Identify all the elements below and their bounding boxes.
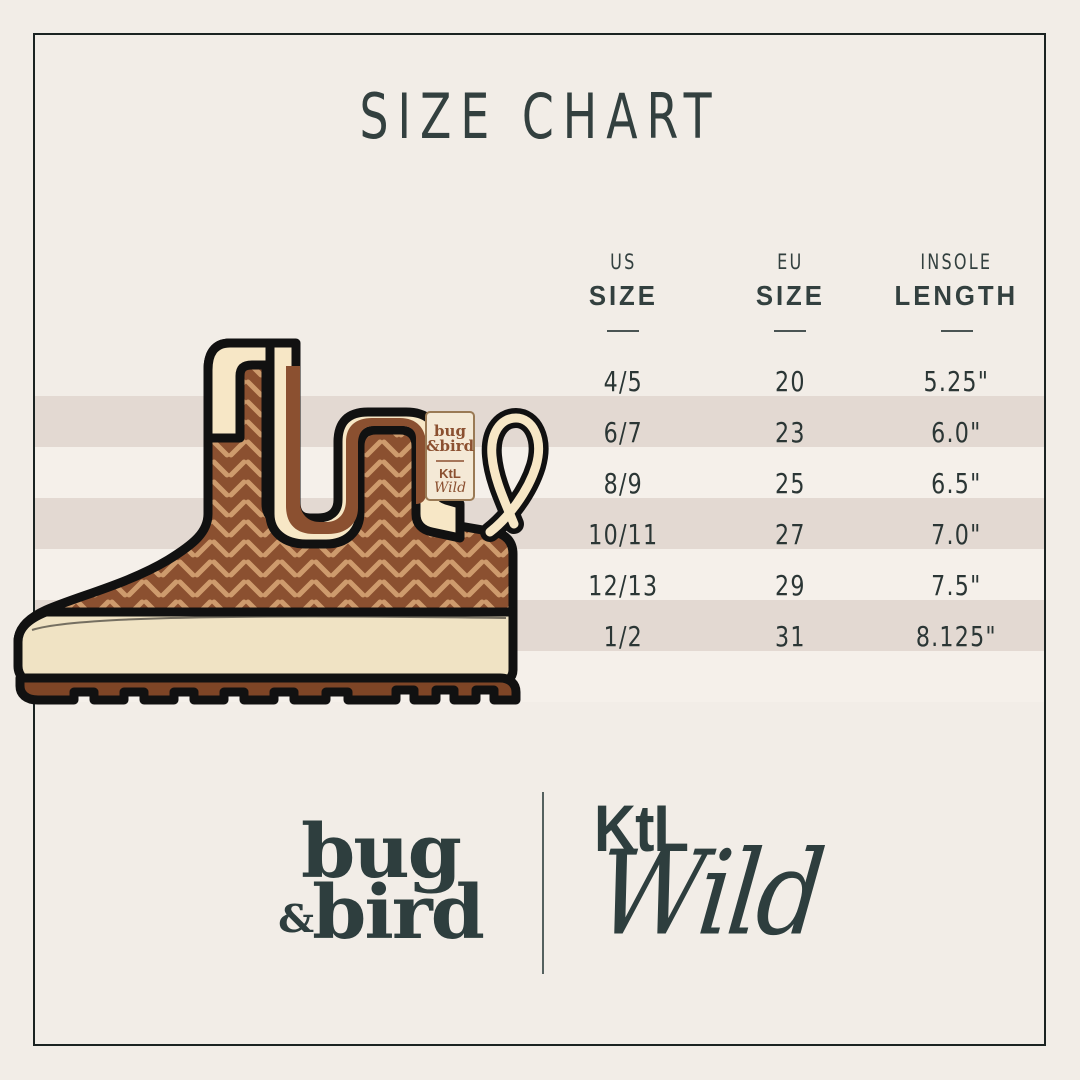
header-divider-dash [774,330,806,332]
logo-text-bird: &bird [257,876,504,950]
bug-and-bird-logo: bug &bird [263,816,498,950]
cell-eu-size: 23 [774,416,806,449]
cell-insole-length: 6.5" [931,467,982,500]
cell-us-size: 12/13 [588,569,659,602]
column-header-insole-length: INSOLE LENGTH [873,250,1040,332]
cell-insole-length: 7.5" [931,569,982,602]
header-divider-dash [607,330,640,332]
logo-text-bug: bug [300,809,462,896]
page-title: SIZE CHART [359,80,721,153]
table-row: 4/5 20 5.25" [540,356,1040,407]
cell-us-size: 4/5 [603,365,644,398]
boot-collar-trim [203,338,275,443]
boot-brand-label: bug &bird KtL Wild [425,411,475,501]
boot-pull-loop [485,413,544,537]
boot-elastic-gore-fill [286,366,426,534]
cell-eu-size: 20 [774,365,806,398]
us-size-header-top: US [610,250,637,274]
table-row: 1/2 31 8.125" [540,611,1040,662]
cell-eu-size: 27 [774,518,806,551]
cell-insole-length: 5.25" [923,365,990,398]
us-size-header-bottom: SIZE [588,280,658,311]
cell-eu-size: 29 [774,569,806,602]
cell-insole-length: 7.0" [931,518,982,551]
logo-divider-line [541,792,544,974]
size-table: US SIZE EU SIZE INSOLE LENGTH 4/5 20 5.2… [540,250,1040,662]
table-body: 4/5 20 5.25" 6/7 23 6.0" 8/9 25 6.5" 10/… [540,356,1040,662]
cell-insole-length: 6.0" [931,416,982,449]
ktl-wild-logo: KtL Wild [588,788,827,978]
boot-midsole-seam [31,615,507,631]
boot-label-bug: bug [434,422,466,440]
logo-text-bird-word: bird [311,870,485,956]
logo-text-ktl: KtL [593,791,689,865]
column-header-eu-size: EU SIZE [707,250,874,332]
table-row: 8/9 25 6.5" [540,458,1040,509]
brand-logo-lockup: bug &bird KtL Wild [0,778,1080,988]
boot-midsole [13,607,518,689]
boot-illustration: bug &bird KtL Wild [8,318,578,718]
table-row: 12/13 29 7.5" [540,560,1040,611]
table-header-row: US SIZE EU SIZE INSOLE LENGTH [540,250,1040,332]
logo-text-wild: Wild [590,824,827,962]
cell-us-size: 1/2 [603,620,644,653]
boot-label-bird: &bird [426,437,475,455]
cell-eu-size: 25 [774,467,806,500]
insole-header-top: INSOLE [920,250,993,274]
boot-outsole [15,673,521,705]
eu-size-header-top: EU [776,250,804,274]
cell-eu-size: 31 [774,620,806,653]
header-divider-dash [940,330,973,332]
boot-label-ktl: KtL [439,466,461,481]
eu-size-header-bottom: SIZE [755,280,825,311]
cell-us-size: 10/11 [588,518,659,551]
boot-label-wild: Wild [434,480,466,496]
cell-insole-length: 8.125" [916,620,998,653]
logo-ampersand: & [277,896,314,941]
insole-header-bottom: LENGTH [894,280,1019,311]
table-row: 6/7 23 6.0" [540,407,1040,458]
column-header-us-size: US SIZE [540,250,707,332]
table-row: 10/11 27 7.0" [540,509,1040,560]
cell-us-size: 8/9 [603,467,644,500]
cell-us-size: 6/7 [603,416,644,449]
